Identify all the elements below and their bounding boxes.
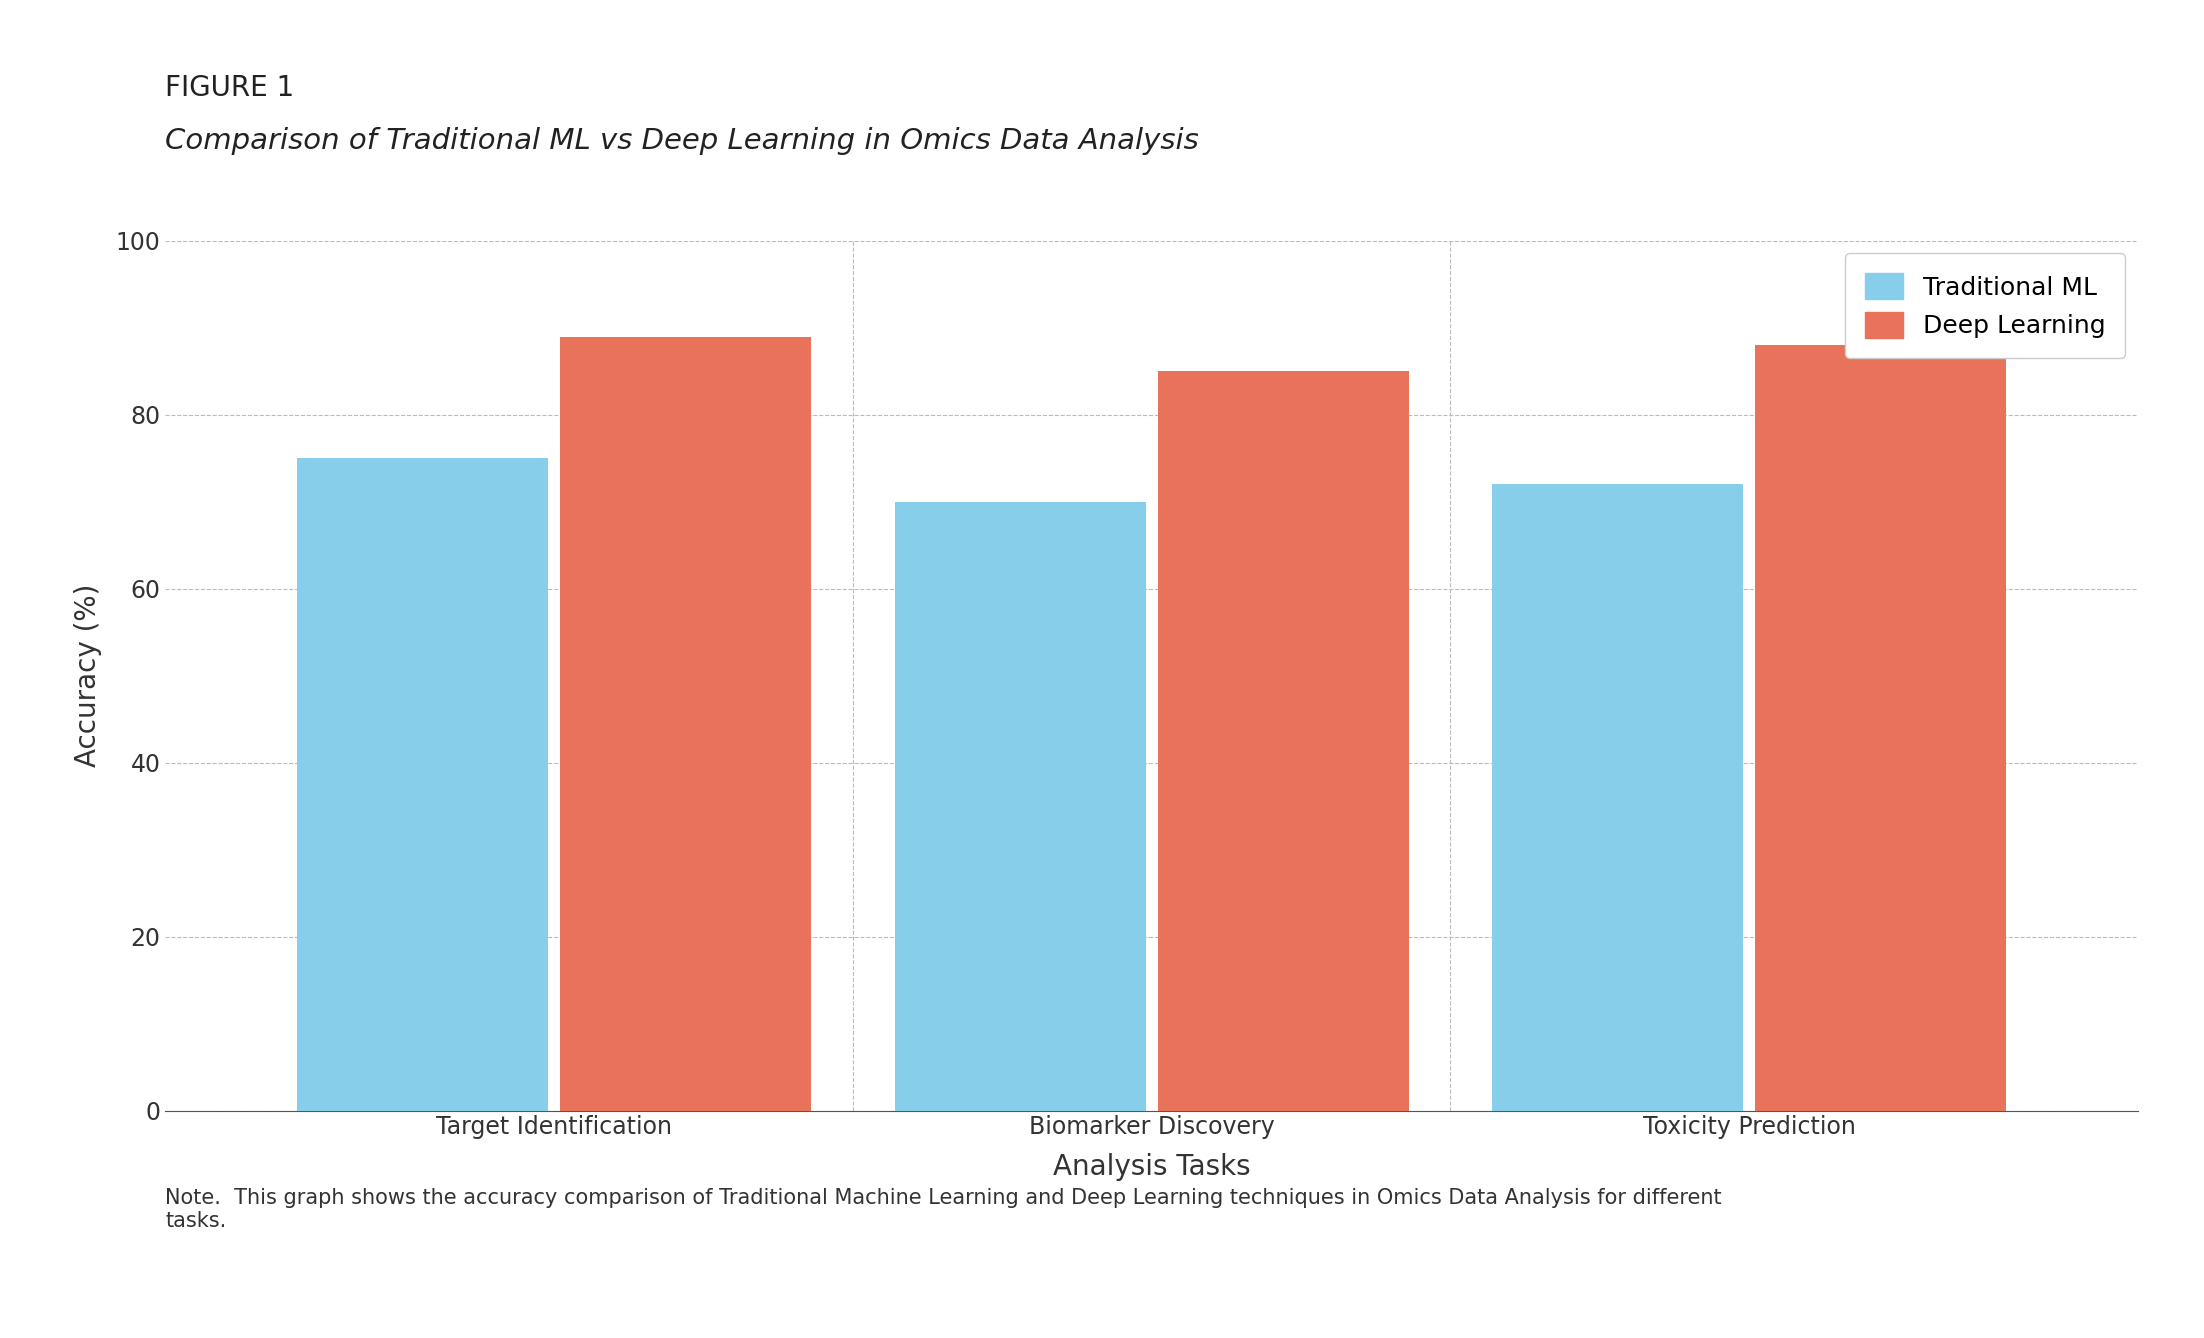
X-axis label: Analysis Tasks: Analysis Tasks [1054,1153,1250,1181]
Bar [1492,484,1743,1111]
Bar [1157,371,1408,1111]
Bar [298,458,549,1111]
Text: Note.  This graph shows the accuracy comparison of Traditional Machine Learning : Note. This graph shows the accuracy comp… [165,1188,1721,1231]
Text: Comparison of Traditional ML vs Deep Learning in Omics Data Analysis: Comparison of Traditional ML vs Deep Lea… [165,127,1199,155]
Legend: Traditional ML, Deep Learning: Traditional ML, Deep Learning [1845,253,2125,359]
Y-axis label: Accuracy (%): Accuracy (%) [73,583,101,768]
Bar [560,336,811,1111]
Bar [895,502,1146,1111]
Text: FIGURE 1: FIGURE 1 [165,74,295,102]
Bar [1754,345,2006,1111]
